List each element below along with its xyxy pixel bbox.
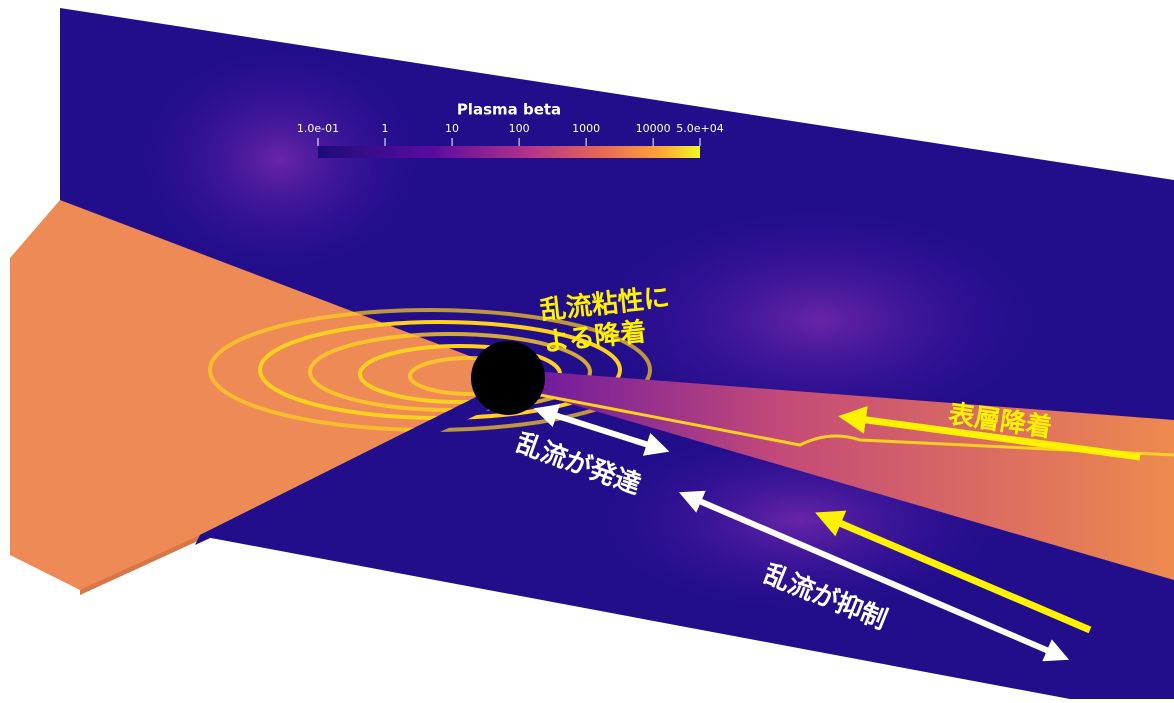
colorbar-tick-label: 5.0e+04 xyxy=(676,122,723,135)
colorbar-tick-label: 100 xyxy=(509,122,530,135)
arrow-surface-accretion xyxy=(838,406,1141,461)
colorbar-tick-label: 10 xyxy=(445,122,459,135)
colorbar-tick-label: 1000 xyxy=(572,122,600,135)
lower-plane xyxy=(195,395,520,545)
colorbar-tick-label: 1.0e-01 xyxy=(297,122,339,135)
arrow-turbulence-develops xyxy=(533,404,670,456)
colorbar-ticks: 1.0e-01 1 10 100 1000 10000 5.0e+04 xyxy=(297,122,724,146)
arrow-turbulence-suppressed xyxy=(678,490,1070,662)
colorbar-tick-label: 1 xyxy=(382,122,389,135)
colorbar xyxy=(318,146,700,158)
colorbar-tick-label: 10000 xyxy=(636,122,671,135)
magnetic-haze xyxy=(140,50,420,270)
black-hole xyxy=(471,341,545,415)
magnetic-haze xyxy=(600,210,1040,430)
disk-box xyxy=(10,200,480,590)
disk-box-edge xyxy=(80,535,200,595)
colorbar-title: Plasma beta xyxy=(457,101,561,119)
disk-surface xyxy=(539,393,1174,457)
